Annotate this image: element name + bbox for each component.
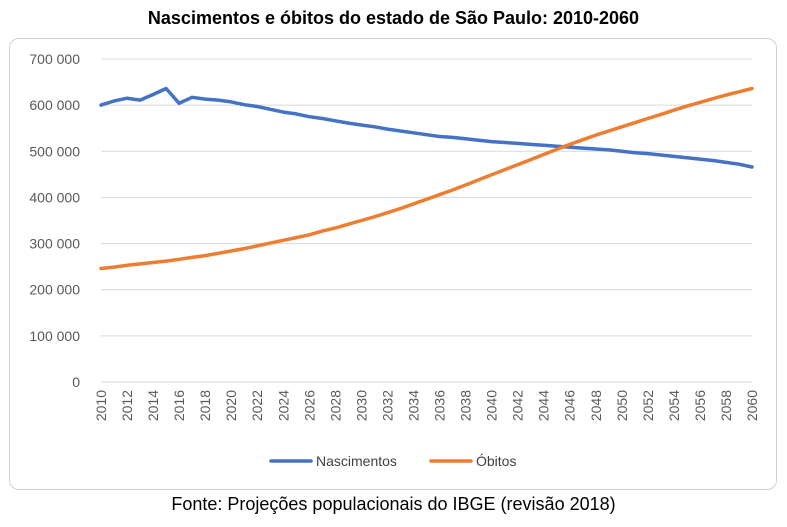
y-tick-label: 0 [72,374,80,390]
x-axis-tick-labels: 2010 2012 2014 2016 2018 2020 2022 2024 2026 2028… [93,390,760,421]
x-tick-label: 2034 [405,390,421,421]
y-tick-label: 700 000 [29,51,80,67]
chart-title: Nascimentos e óbitos do estado de São Pa… [147,8,640,28]
legend: Nascimentos Óbitos [269,453,516,469]
x-tick-label: 2058 [718,390,734,421]
x-tick-label: 2010 [93,390,109,421]
y-axis-tick-labels: 0 100 000 200 000 300 000 400 000 500 000 600 … [29,51,80,390]
x-tick-label: 2026 [301,390,317,421]
x-tick-label: 2060 [744,390,760,421]
x-tick-label: 2038 [458,390,474,421]
x-tick-label: 2032 [379,390,395,421]
x-tick-label: 2044 [536,390,552,421]
y-tick-label: 600 000 [29,97,80,113]
x-tick-label: 2030 [353,390,369,421]
chart-frame [9,38,777,490]
x-tick-label: 2054 [666,390,682,421]
x-tick-label: 2046 [562,390,578,421]
x-tick-label: 2024 [275,390,291,421]
legend-label: Nascimentos [316,453,397,469]
series-lines [99,86,754,271]
x-tick-label: 2036 [432,390,448,421]
y-tick-label: 300 000 [29,236,80,252]
x-tick-label: 2040 [484,390,500,421]
source-note: Fonte: Projeções populacionais do IBGE (… [171,494,616,514]
y-tick-label: 400 000 [29,189,80,205]
x-tick-label: 2022 [249,390,265,421]
x-tick-label: 2020 [223,390,239,421]
x-tick-label: 2042 [510,390,526,421]
x-tick-label: 2018 [197,390,213,421]
series-line [99,86,754,169]
y-tick-label: 500 000 [29,143,80,159]
y-tick-label: 200 000 [29,282,80,298]
legend-label: Óbitos [476,453,516,469]
x-tick-label: 2016 [171,390,187,421]
x-tick-label: 2052 [640,390,656,421]
series-line [99,86,754,271]
x-tick-label: 2050 [614,390,630,421]
x-tick-label: 2056 [692,390,708,421]
x-tick-label: 2012 [119,390,135,421]
y-tick-label: 100 000 [29,328,80,344]
gridlines [101,58,752,383]
x-tick-label: 2048 [588,390,604,421]
x-tick-label: 2028 [327,390,343,421]
x-tick-label: 2014 [145,390,161,421]
